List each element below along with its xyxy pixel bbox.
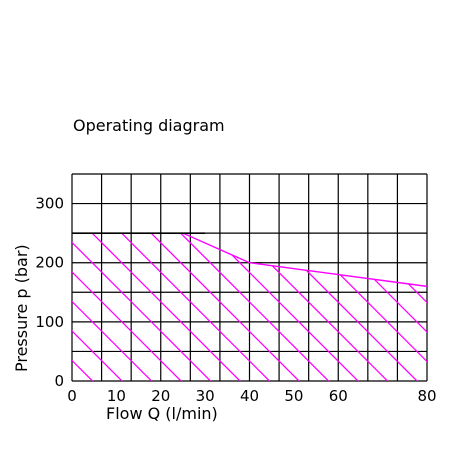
hatch-line	[307, 233, 427, 381]
x-tick-label: 30	[196, 387, 215, 405]
hatch-line	[396, 233, 427, 381]
x-tick-label: 60	[329, 387, 348, 405]
hatch-line	[219, 233, 427, 381]
x-tick-label: 50	[284, 387, 303, 405]
y-tick-labels: 0 100 200 300	[35, 195, 64, 390]
hatch-line	[72, 233, 320, 381]
hatch-line	[189, 233, 427, 381]
x-tick-label: 40	[240, 387, 259, 405]
y-tick-label: 0	[54, 372, 64, 390]
y-tick-label: 300	[35, 195, 64, 213]
y-tick-label: 200	[35, 254, 64, 272]
chart-title: Operating diagram	[73, 116, 225, 135]
hatch-line	[160, 233, 408, 381]
x-tick-label: 0	[67, 387, 77, 405]
hatch-line	[130, 233, 379, 381]
y-tick-label: 100	[35, 313, 64, 331]
x-tick-label: 80	[417, 387, 436, 405]
x-tick-label: 20	[151, 387, 170, 405]
hatch-line	[366, 233, 427, 381]
hatch-line	[72, 233, 202, 381]
hatch-line	[72, 233, 172, 381]
grid	[71, 173, 428, 382]
hatch-line	[72, 233, 290, 381]
x-tick-labels: 0 10 20 30 40 50 60 80	[67, 387, 436, 405]
series-layer	[72, 232, 428, 288]
hatch-line	[72, 233, 261, 381]
y-axis-label: Pressure p (bar)	[12, 244, 31, 372]
hatch-line	[425, 233, 427, 381]
x-tick-label: 10	[107, 387, 126, 405]
x-axis-label: Flow Q (l/min)	[106, 404, 218, 423]
hatch-line	[72, 233, 231, 381]
hatch-line	[456, 154, 465, 401]
hatch-line	[101, 233, 349, 381]
hatch-line	[72, 233, 143, 381]
hatch-line	[278, 233, 427, 381]
operating-area	[72, 154, 465, 401]
